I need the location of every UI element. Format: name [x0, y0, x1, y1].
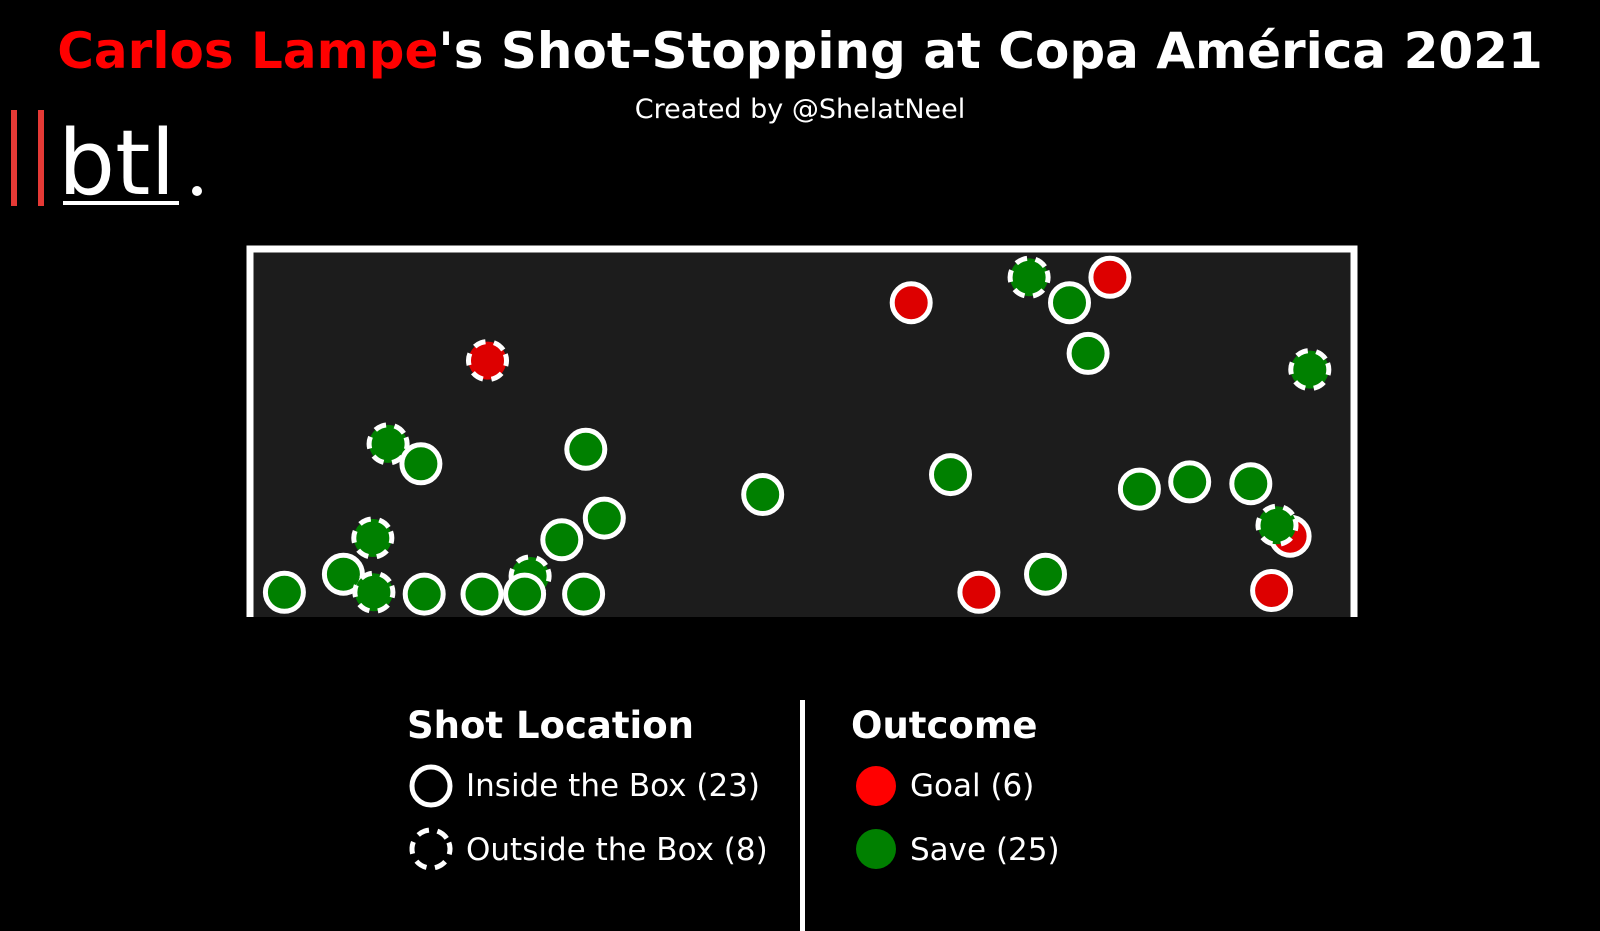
shot-marker-save-30 [562, 572, 606, 616]
shot-marker-save-14 [741, 473, 785, 516]
chart-title: Carlos Lampe's Shot-Stopping at Copa Amé… [0, 18, 1600, 84]
shot-marker-save-27 [460, 572, 504, 616]
title-player-name: Carlos Lampe [57, 22, 439, 80]
legend-inside-marker [409, 764, 453, 808]
shot-marker-save-10 [1288, 348, 1332, 392]
title-rest: 's Shot-Stopping at Copa América 2021 [438, 22, 1543, 80]
shot-marker-save-29 [503, 572, 547, 616]
shot-marker-save-8 [1048, 281, 1091, 325]
legend-outside-label: Outside the Box (8) [466, 832, 768, 868]
shot-marker-save-22 [1255, 503, 1299, 547]
shot-marker-save-7 [1007, 255, 1051, 299]
shot-points [262, 255, 1332, 616]
legend-outcome-title: Outcome [851, 704, 1038, 747]
shot-marker-save-19 [582, 496, 626, 540]
shot-marker-save-18 [1229, 462, 1273, 506]
legend-goal-marker [856, 766, 896, 806]
legend-save-marker [856, 829, 896, 869]
shot-marker-save-15 [929, 453, 972, 497]
shot-marker-save-31 [1024, 552, 1067, 596]
shot-marker-goal-1 [889, 281, 933, 325]
shot-marker-save-11 [366, 422, 410, 466]
legend-inside-label: Inside the Box (23) [466, 768, 761, 804]
shot-marker-save-16 [1117, 467, 1161, 511]
logo-wordmark: btl [58, 111, 175, 216]
shot-marker-goal-6 [1250, 569, 1294, 612]
shot-marker-save-17 [1168, 460, 1212, 504]
goal-frame [246, 245, 1358, 617]
shot-marker-goal-4 [957, 570, 1001, 614]
shot-marker-goal-2 [1088, 255, 1132, 299]
legend-outside-marker [409, 827, 453, 871]
logo-dot [192, 186, 202, 196]
shot-marker-save-12 [399, 442, 443, 486]
shot-marker-save-9 [1066, 331, 1110, 375]
legend-save-label: Save (25) [910, 832, 1060, 868]
shot-marker-save-13 [564, 427, 608, 471]
shot-marker-save-23 [262, 570, 306, 614]
shot-marker-save-21 [351, 516, 395, 560]
shot-marker-save-26 [402, 572, 446, 616]
logo-underline [63, 201, 179, 205]
shot-marker-save-25 [352, 570, 396, 614]
logo-bar-right [38, 110, 44, 206]
legend-location-title: Shot Location [407, 704, 695, 747]
legend-divider [800, 700, 805, 931]
goal-area [250, 252, 1354, 617]
legend-goal-label: Goal (6) [910, 768, 1035, 804]
btl-logo: btl [11, 110, 202, 216]
shot-marker-save-20 [540, 518, 584, 562]
shot-marker-goal-3 [466, 339, 509, 383]
chart-subtitle: Created by @ShelatNeel [634, 94, 966, 125]
logo-bar-left [11, 110, 17, 206]
